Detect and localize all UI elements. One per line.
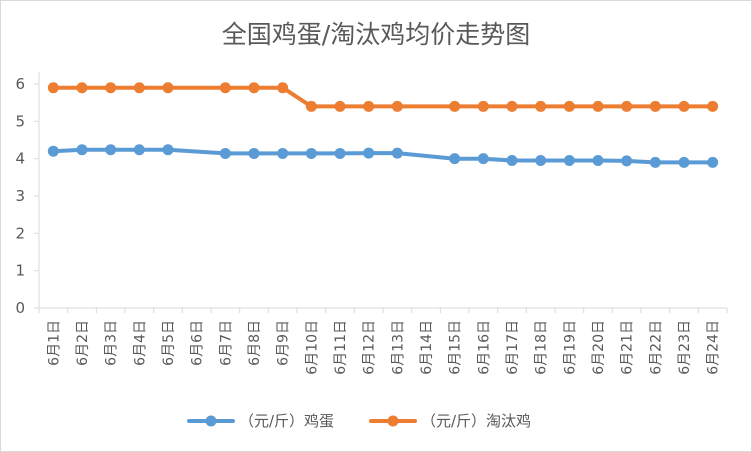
x-tick-label: 6月6日: [190, 320, 206, 366]
x-tick-label: 6月23日: [677, 320, 693, 375]
data-point: [621, 155, 633, 167]
x-tick-label: 6月17日: [505, 320, 521, 375]
y-tick-label: 4: [15, 150, 25, 168]
x-tick-label: 6月3日: [104, 320, 120, 366]
x-ticks: 6月1日 6月2日 6月3日 6月4日 6月5日 6月6日 6月7日 6月8日 6月9日 6月10…: [38, 308, 728, 375]
data-point: [707, 100, 719, 112]
x-tick-label: 6月14日: [419, 320, 435, 375]
y-ticks: 0 1 2 3 4 5 6: [15, 75, 39, 317]
x-tick-label: 6月13日: [390, 320, 406, 375]
data-point: [219, 82, 231, 94]
x-tick-label: 6月5日: [161, 320, 177, 366]
data-point: [162, 82, 174, 94]
y-tick-label: 3: [15, 187, 25, 205]
data-point: [334, 147, 346, 159]
data-point: [76, 144, 88, 156]
data-point: [363, 100, 375, 112]
x-tick-label: 6月21日: [620, 320, 636, 375]
legend-marker-1: [387, 415, 399, 427]
data-point: [248, 82, 260, 94]
data-point: [707, 156, 719, 168]
y-tick-label: 6: [15, 75, 25, 93]
series-line-0: [51, 147, 715, 165]
data-point: [219, 147, 231, 159]
x-tick-label: 6月15日: [448, 320, 464, 375]
legend-label-0: （元/斤）鸡蛋: [239, 412, 334, 430]
data-point: [47, 145, 59, 157]
x-tick-label: 6月10日: [304, 320, 320, 375]
x-tick-label: 6月18日: [534, 320, 550, 375]
data-point: [334, 100, 346, 112]
x-tick-label: 6月22日: [648, 320, 664, 375]
data-point: [535, 100, 547, 112]
legend-marker-0: [205, 415, 217, 427]
data-point: [477, 100, 489, 112]
data-point: [105, 82, 117, 94]
data-point: [391, 100, 403, 112]
x-tick-label: 6月20日: [591, 320, 607, 375]
data-point: [305, 147, 317, 159]
x-tick-label: 6月19日: [562, 320, 578, 375]
x-tick-label: 6月24日: [706, 320, 722, 375]
legend: （元/斤）鸡蛋 （元/斤）淘汰鸡: [187, 412, 531, 430]
data-point: [449, 100, 461, 112]
data-point: [133, 144, 145, 156]
data-point: [592, 155, 604, 167]
data-point: [248, 147, 260, 159]
data-point: [649, 156, 661, 168]
x-tick-label: 6月1日: [46, 320, 62, 366]
data-point: [305, 100, 317, 112]
data-point: [105, 144, 117, 156]
data-point: [506, 155, 518, 167]
data-point: [133, 82, 145, 94]
x-tick-label: 6月9日: [276, 320, 292, 366]
data-point: [678, 156, 690, 168]
series-lines: [51, 85, 715, 165]
y-tick-label: 0: [15, 299, 25, 317]
chart-title: 全国鸡蛋/淘汰鸡均价走势图: [221, 20, 531, 49]
data-point: [506, 100, 518, 112]
y-tick-label: 1: [15, 262, 25, 280]
x-tick-label: 6月11日: [333, 320, 349, 375]
data-point: [162, 144, 174, 156]
data-point: [76, 82, 88, 94]
data-point: [477, 153, 489, 165]
y-tick-label: 2: [15, 224, 25, 242]
data-point: [563, 155, 575, 167]
data-point: [449, 153, 461, 165]
y-tick-label: 5: [15, 112, 25, 130]
data-point: [621, 100, 633, 112]
data-point: [649, 100, 661, 112]
x-tick-label: 6月4日: [132, 320, 148, 366]
data-point: [563, 100, 575, 112]
x-tick-label: 6月7日: [218, 320, 234, 366]
legend-label-1: （元/斤）淘汰鸡: [421, 412, 531, 430]
data-point: [277, 82, 289, 94]
data-point: [47, 82, 59, 94]
series-markers: [47, 82, 719, 168]
series-line-1: [51, 85, 715, 109]
data-point: [363, 147, 375, 159]
data-point: [535, 155, 547, 167]
data-point: [592, 100, 604, 112]
x-tick-label: 6月16日: [476, 320, 492, 375]
x-tick-label: 6月8日: [247, 320, 263, 366]
x-tick-label: 6月12日: [362, 320, 378, 375]
data-point: [678, 100, 690, 112]
x-tick-label: 6月2日: [75, 320, 91, 366]
data-point: [391, 147, 403, 159]
data-point: [277, 147, 289, 159]
